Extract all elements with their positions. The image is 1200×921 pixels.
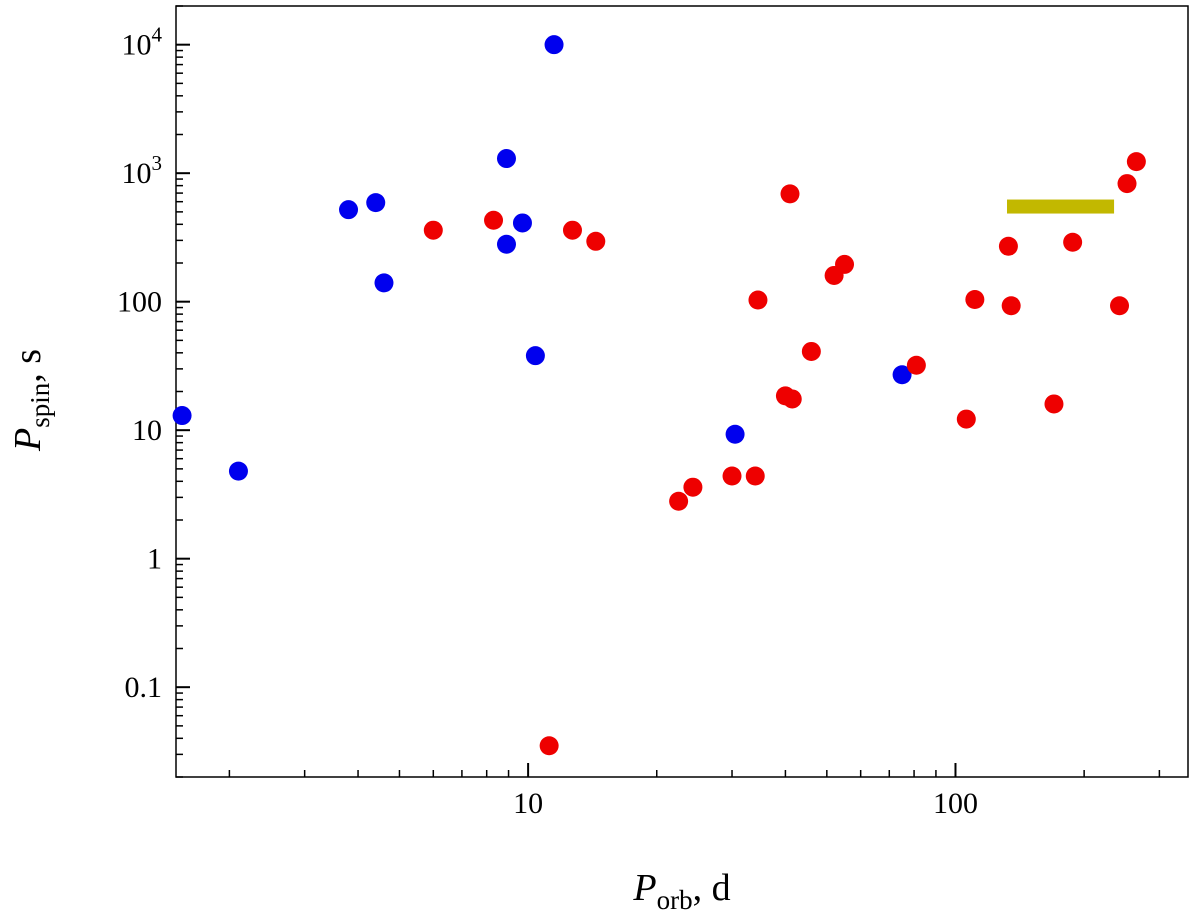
red-data-point [539,736,559,756]
blue-data-point [512,213,532,233]
blue-data-point [339,200,359,220]
x-axis-label-sub: orb [657,885,693,915]
y-axis-label-sub: spin [25,382,55,428]
blue-data-point [496,149,516,169]
x-axis-label-main: P [632,867,656,909]
y-tick-label: 10 [132,414,162,447]
x-axis-label: Porb, d [632,867,730,915]
red-data-point [423,220,443,240]
red-data-point [1063,232,1083,252]
red-data-point [1044,394,1064,414]
y-axis-label-main: P [7,428,49,452]
y-tick-label-base: 10 [122,157,152,190]
blue-data-point [228,461,248,481]
blue-data-point [544,35,564,55]
red-data-point [586,231,606,251]
red-data-point [780,184,800,204]
blue-data-point [892,365,912,385]
y-axis-label-unit: , s [7,349,49,383]
red-data-point [1126,152,1146,172]
blue-data-point [172,406,192,426]
red-data-point [835,254,855,274]
x-tick-label: 100 [933,787,978,820]
red-data-point [1110,296,1130,316]
red-data-point [956,409,976,429]
red-data-point [562,220,582,240]
y-tick-label-exponent: 4 [152,23,163,47]
y-tick-label-base: 10 [122,29,152,62]
data-points [172,35,1146,756]
x-axis-label-unit: , d [693,867,731,909]
red-data-point [1001,296,1021,316]
y-tick-label: 0.1 [125,671,163,704]
blue-data-point [525,346,545,366]
red-data-point [782,389,802,409]
red-data-point [1117,174,1137,194]
y-tick-label: 104 [122,23,163,62]
plot-frame [175,5,1189,778]
red-data-point [748,290,768,310]
y-tick-label-exponent: 3 [152,151,163,175]
red-data-point [745,466,765,486]
x-tick-label: 10 [513,787,543,820]
red-data-point [683,477,703,497]
red-data-point [722,466,742,486]
blue-data-point [366,193,386,213]
red-data-point [998,236,1018,256]
red-data-point [965,289,985,309]
y-tick-label: 103 [122,151,163,190]
y-tick-label: 100 [117,286,162,319]
red-data-point [906,355,926,375]
y-tick-label: 1 [147,543,162,576]
red-data-point [801,341,821,361]
red-data-point [484,210,504,230]
annotations [1007,199,1115,214]
blue-data-point [374,273,394,293]
range-bar [1007,199,1115,214]
red-data-point [669,491,689,511]
blue-data-point [496,234,516,254]
y-axis-label: Pspin, s [7,349,55,452]
blue-data-point [725,424,745,444]
